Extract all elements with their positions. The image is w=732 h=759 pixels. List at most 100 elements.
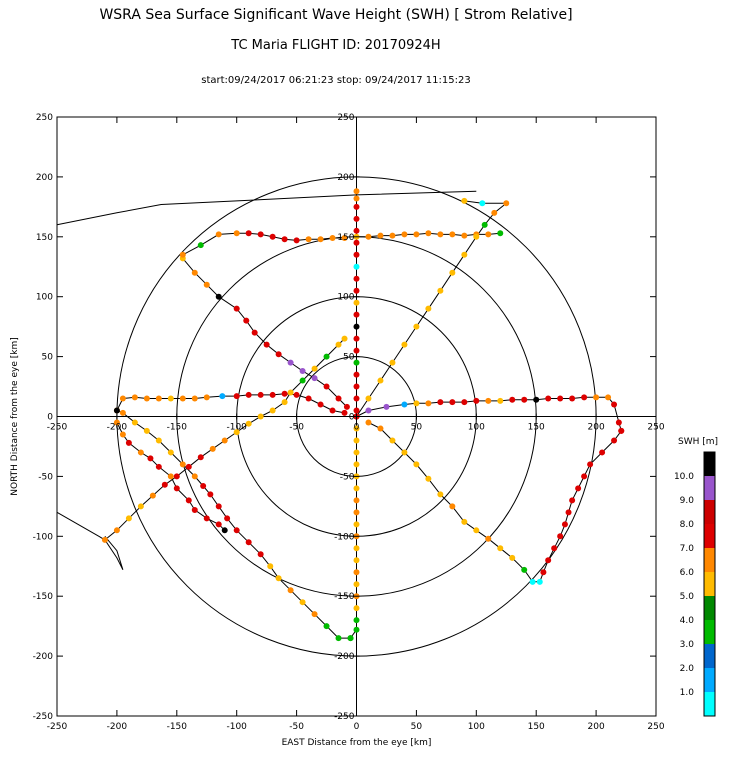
y-tick-label-center: -100 [334, 532, 355, 542]
swh-point [491, 209, 498, 216]
swh-point [353, 227, 360, 234]
swh-point [245, 391, 252, 398]
x-tick-label-center: 250 [647, 423, 664, 433]
swh-point [287, 389, 294, 396]
swh-point [167, 449, 174, 456]
swh-point [503, 200, 510, 207]
swh-point [299, 599, 306, 606]
swh-point [561, 521, 568, 528]
swh-point [353, 425, 360, 432]
swh-point [353, 188, 360, 195]
swh-point [461, 197, 468, 204]
swh-point [243, 317, 250, 324]
y-tick-label-center: 150 [337, 233, 354, 243]
swh-point [587, 461, 594, 468]
y-tick-label: 50 [42, 353, 54, 363]
swh-point [353, 569, 360, 576]
swh-point [353, 461, 360, 468]
colorbar-segment [704, 500, 715, 524]
swh-point [353, 323, 360, 330]
swh-point [353, 605, 360, 612]
swh-point [437, 491, 444, 498]
swh-point [179, 395, 186, 402]
swh-point [173, 473, 180, 480]
x-tick-label-center: -250 [47, 423, 68, 433]
x-tick-label-center: 50 [411, 423, 423, 433]
swh-point [425, 230, 432, 237]
swh-point [593, 394, 600, 401]
swh-point [341, 335, 348, 342]
swh-point [353, 299, 360, 306]
swh-point [269, 391, 276, 398]
swh-point [113, 419, 120, 426]
colorbar-segment [704, 476, 715, 500]
swh-point [299, 367, 306, 374]
swh-point [437, 399, 444, 406]
swh-point [191, 473, 198, 480]
y-tick-label: -150 [33, 592, 54, 602]
swh-point [215, 521, 222, 528]
y-tick-label-center: 0 [349, 413, 355, 423]
swh-point [401, 449, 408, 456]
swh-point [113, 407, 120, 414]
swh-point [529, 578, 536, 585]
swh-point [389, 232, 396, 239]
y-tick-label-center: 200 [337, 173, 354, 183]
swh-point [569, 497, 576, 504]
swh-point [125, 439, 132, 446]
swh-point [377, 232, 384, 239]
swh-point [353, 437, 360, 444]
swh-point [329, 407, 336, 414]
colorbar-segment [704, 668, 715, 692]
swh-point [293, 391, 300, 398]
swh-point [599, 449, 606, 456]
y-tick-label: 250 [36, 113, 53, 123]
swh-point [203, 515, 210, 522]
swh-point [215, 293, 222, 300]
plot-axes: -250-250-200-200-150-150-100-100-50-5000… [10, 113, 665, 748]
swh-point [191, 395, 198, 402]
y-tick-label: 150 [36, 233, 53, 243]
swh-point [215, 231, 222, 238]
swh-point [323, 623, 330, 630]
swh-point [353, 215, 360, 222]
swh-point [329, 234, 336, 241]
swh-point [233, 305, 240, 312]
time-range: start:09/24/2017 06:21:23 stop: 09/24/20… [201, 75, 471, 86]
swh-point [233, 429, 240, 436]
swh-point [311, 611, 318, 618]
swh-point [257, 231, 264, 238]
x-axis-title: EAST Distance from the eye [km] [282, 738, 432, 748]
swh-point [203, 281, 210, 288]
y-tick-label-center: 100 [337, 293, 354, 303]
swh-point [437, 231, 444, 238]
swh-point [131, 419, 138, 426]
swh-point [473, 397, 480, 404]
colorbar-segment [704, 572, 715, 596]
swh-point [155, 463, 162, 470]
swh-point [353, 371, 360, 378]
swh-point [353, 449, 360, 456]
swh-point [425, 305, 432, 312]
colorbar-label: 8.0 [680, 520, 695, 530]
swh-point [449, 503, 456, 510]
data-points [101, 188, 625, 642]
colorbar-segment [704, 644, 715, 668]
swh-point [413, 231, 420, 238]
swh-point [353, 239, 360, 246]
swh-point [143, 427, 150, 434]
swh-point [401, 231, 408, 238]
swh-point [353, 395, 360, 402]
swh-point [245, 230, 252, 237]
swh-point [365, 233, 372, 240]
swh-point [341, 409, 348, 416]
swh-point [185, 463, 192, 470]
swh-point [245, 420, 252, 427]
swh-point [267, 563, 274, 570]
swh-point [167, 473, 174, 480]
swh-point [557, 395, 564, 402]
flight-track-line [356, 200, 508, 417]
swh-point [353, 383, 360, 390]
swh-point [224, 515, 231, 522]
swh-point [611, 437, 618, 444]
